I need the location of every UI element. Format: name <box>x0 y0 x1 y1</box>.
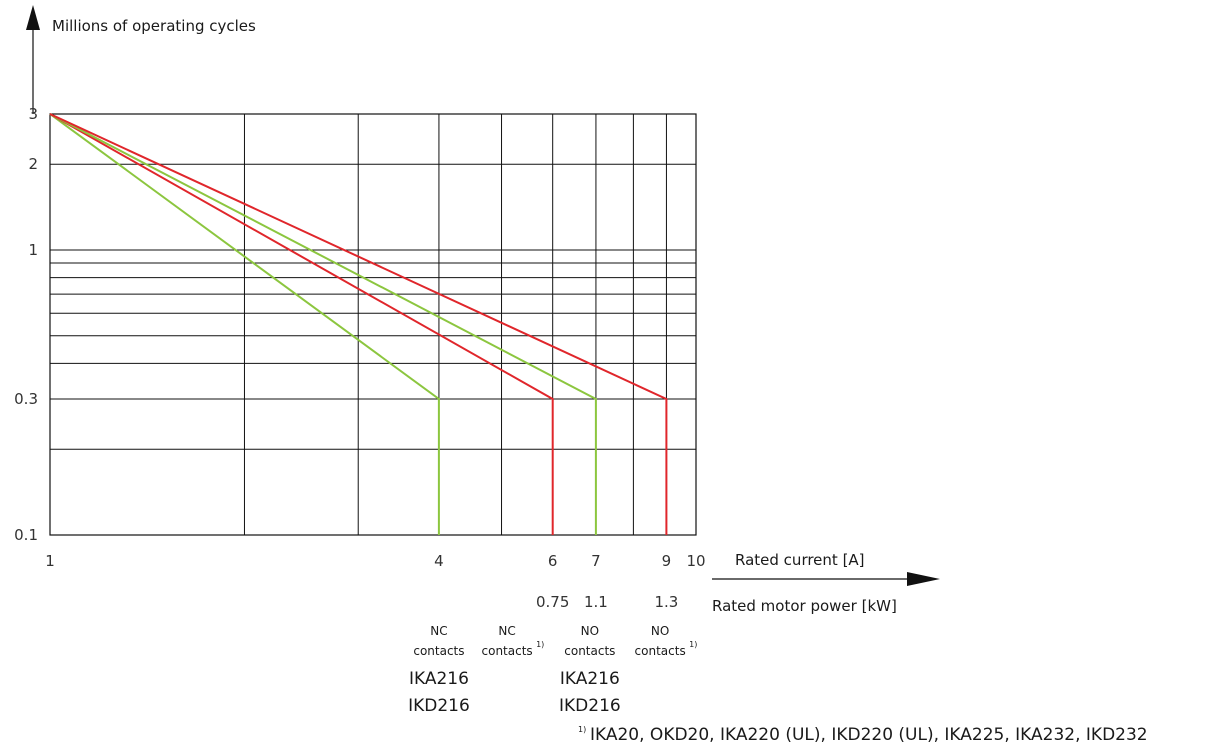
footnote-text: IKA20, OKD20, IKA220 (UL), IKD220 (UL), … <box>590 725 1148 745</box>
contact-type-label: NC <box>498 624 515 638</box>
contact-type-label: NC <box>430 624 447 638</box>
y-tick-label: 1 <box>28 241 38 259</box>
x-tick-label: 4 <box>434 552 444 570</box>
y-tick-label: 0.3 <box>14 390 38 408</box>
x-axis-label: Rated current [A] <box>735 551 865 569</box>
x-tick-label: 1 <box>45 552 55 570</box>
plot-frame <box>49 113 697 536</box>
power-tick-label: 1.3 <box>655 593 679 611</box>
x-tick-label: 10 <box>686 552 705 570</box>
x-tick-label: 6 <box>548 552 558 570</box>
x-tick-label: 9 <box>662 552 672 570</box>
grid <box>49 113 697 536</box>
x-axis-arrow-icon <box>907 572 940 586</box>
power-tick-label: 1.1 <box>584 593 608 611</box>
y-tick-label: 3 <box>28 105 38 123</box>
contact-label: contacts <box>482 644 533 658</box>
footnote-marker: 1) <box>578 725 586 734</box>
y-axis-label: Millions of operating cycles <box>52 17 256 35</box>
contact-note-marker: 1) <box>689 640 697 649</box>
contact-note-marker: 1) <box>536 640 544 649</box>
product-label: IKA216 <box>409 669 469 689</box>
contact-label: contacts <box>635 644 686 658</box>
contact-label: contacts <box>564 644 615 658</box>
series-line-2 <box>49 113 554 535</box>
y-tick-label: 2 <box>28 155 38 173</box>
x2-axis-label: Rated motor power [kW] <box>712 597 897 615</box>
series-line-4 <box>49 113 668 535</box>
y-axis-arrow-icon <box>26 5 40 30</box>
series-line-3 <box>49 113 597 535</box>
product-label: IKD216 <box>408 696 470 716</box>
series-line-1 <box>49 113 440 535</box>
series-layer <box>49 113 668 535</box>
contact-type-label: NO <box>581 624 599 638</box>
axes: Millions of operating cycles Rated curre… <box>26 5 940 615</box>
x-tick-label: 7 <box>591 552 601 570</box>
power-tick-label: 0.75 <box>536 593 569 611</box>
annotations: 1) IKA20, OKD20, IKA220 (UL), IKD220 (UL… <box>408 624 1148 745</box>
product-label: IKD216 <box>559 696 621 716</box>
contact-type-label: NO <box>651 624 669 638</box>
contact-label: contacts <box>413 644 464 658</box>
product-label: IKA216 <box>560 669 620 689</box>
y-tick-label: 0.1 <box>14 526 38 544</box>
tick-labels: 3 2 1 0.3 0.1 1 4 6 7 9 10 0.75 1.1 1.3 <box>14 105 705 611</box>
